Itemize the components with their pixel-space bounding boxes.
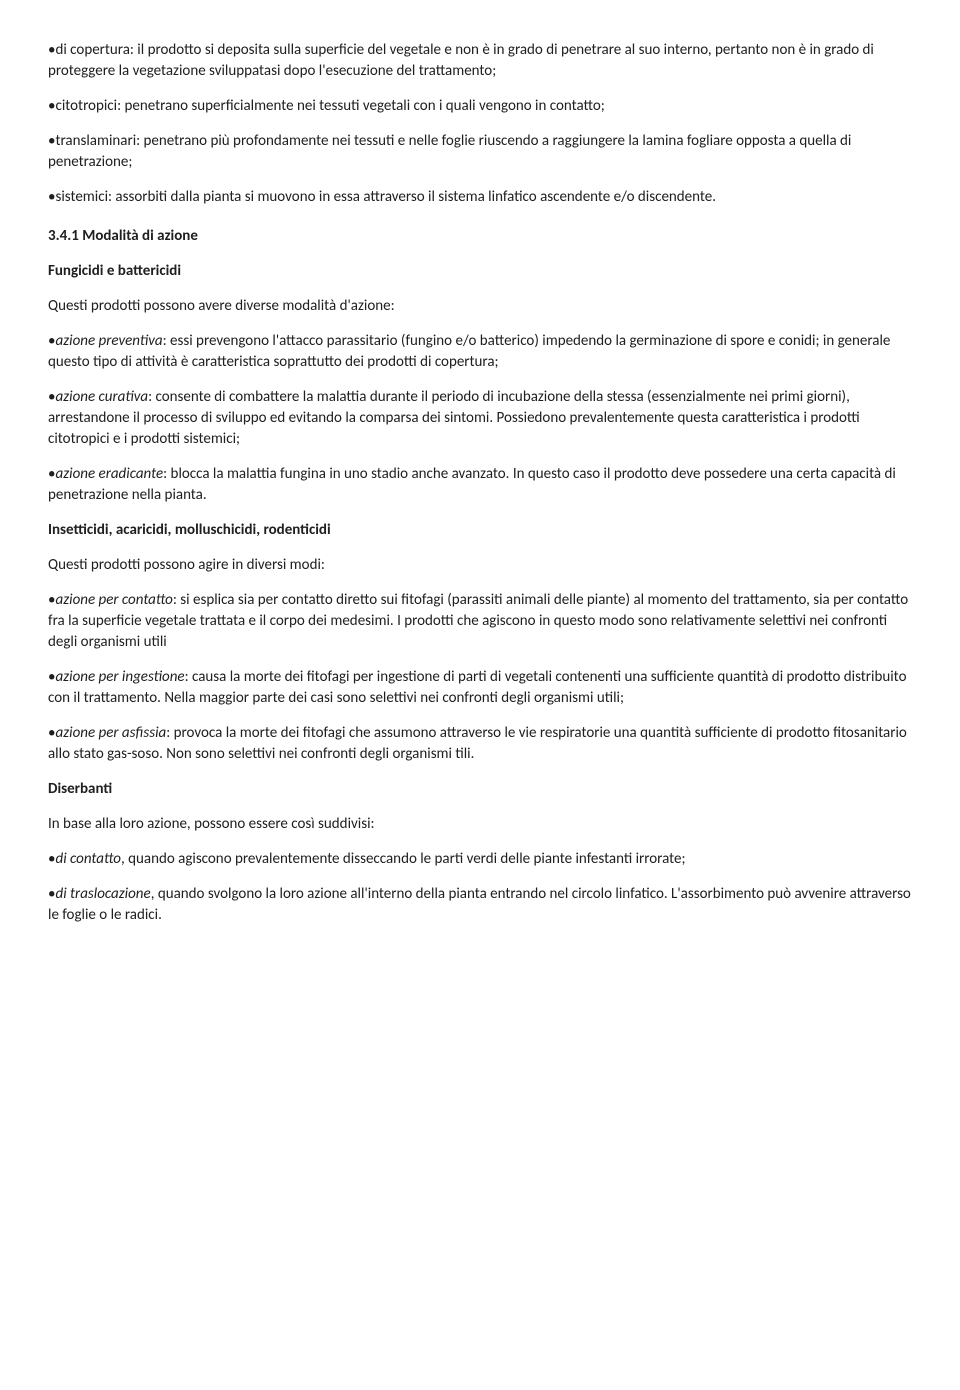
bullet-azione-eradicante: •azione eradicante: blocca la malattia f… — [48, 464, 912, 506]
term-di-traslocazione: di traslocazione — [55, 885, 150, 903]
intro-diserbanti: In base alla loro azione, possono essere… — [48, 814, 912, 835]
desc-contatto: : si esplica sia per contatto diretto su… — [48, 591, 908, 651]
heading-modalita-azione: 3.4.1 Modalità di azione — [48, 226, 912, 247]
bullet-di-traslocazione: •di traslocazione, quando svolgono la lo… — [48, 884, 912, 926]
bullet-copertura: •di copertura: il prodotto si deposita s… — [48, 40, 912, 82]
intro-insetticidi: Questi prodotti possono agire in diversi… — [48, 555, 912, 576]
bullet-azione-curativa: •azione curativa: consente di combattere… — [48, 387, 912, 450]
bullet-citotropici: •citotropici: penetrano superficialmente… — [48, 96, 912, 117]
desc-asfissia: : provoca la morte dei fitofagi che assu… — [48, 724, 907, 763]
bullet-azione-contatto: •azione per contatto: si esplica sia per… — [48, 590, 912, 653]
desc-di-traslocazione: , quando svolgono la loro azione all'int… — [48, 885, 911, 924]
bullet-azione-preventiva: •azione preventiva: essi prevengono l'at… — [48, 331, 912, 373]
heading-fungicidi: Fungicidi e battericidi — [48, 261, 912, 282]
desc-preventiva: : essi prevengono l'attacco parassitario… — [48, 332, 890, 371]
desc-di-contatto: , quando agiscono prevalentemente dissec… — [121, 850, 685, 868]
term-di-contatto: di contatto — [55, 850, 121, 868]
bullet-azione-ingestione: •azione per ingestione: causa la morte d… — [48, 667, 912, 709]
term-ingestione: azione per ingestione — [55, 668, 184, 686]
intro-fungicidi: Questi prodotti possono avere diverse mo… — [48, 296, 912, 317]
term-curativa: azione curativa — [55, 388, 148, 406]
desc-eradicante: : blocca la malattia fungina in uno stad… — [48, 465, 896, 504]
term-eradicante: azione eradicante — [55, 465, 163, 483]
term-contatto: azione per contatto — [55, 591, 172, 609]
desc-curativa: : consente di combattere la malattia dur… — [48, 388, 860, 448]
bullet-translaminari: •translaminari: penetrano più profondame… — [48, 131, 912, 173]
bullet-sistemici: •sistemici: assorbiti dalla pianta si mu… — [48, 187, 912, 208]
bullet-di-contatto: •di contatto, quando agiscono prevalente… — [48, 849, 912, 870]
bullet-azione-asfissia: •azione per asfissia: provoca la morte d… — [48, 723, 912, 765]
term-asfissia: azione per asfissia — [55, 724, 166, 742]
term-preventiva: azione preventiva — [55, 332, 162, 350]
heading-insetticidi: Insetticidi, acaricidi, molluschicidi, r… — [48, 520, 912, 541]
heading-diserbanti: Diserbanti — [48, 779, 912, 800]
